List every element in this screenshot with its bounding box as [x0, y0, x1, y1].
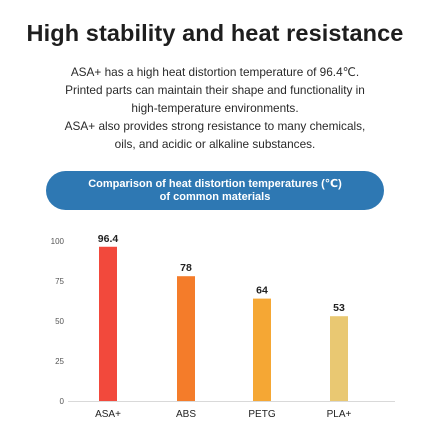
data-label: 53 — [333, 302, 345, 314]
data-label: 96.4 — [98, 233, 119, 245]
bar-chart: 0 25 50 75 100 96.4 ASA+ 78 ABS 64 PETG 53 PLA+ — [51, 233, 395, 420]
banner-line-1: Comparison of heat distortion temperatur… — [88, 178, 342, 190]
chart-title-banner: Comparison of heat distortion temperatur… — [46, 171, 384, 210]
y-tick-label: 0 — [60, 397, 65, 406]
description: ASA+ has a high heat distortion temperat… — [20, 63, 410, 153]
y-tick-label: 100 — [51, 237, 65, 246]
bar — [253, 298, 271, 401]
description-line: ASA+ has a high heat distortion temperat… — [70, 65, 360, 79]
x-tick-label: PETG — [248, 409, 275, 420]
x-tick-label: ABS — [176, 409, 196, 420]
y-tick-label: 25 — [55, 357, 64, 366]
description-line: high-temperature environments. — [131, 101, 299, 115]
page-title: High stability and heat resistance — [26, 20, 404, 46]
description-line: Printed parts can maintain their shape a… — [65, 83, 365, 97]
x-tick-label: ASA+ — [95, 409, 121, 420]
bar — [330, 316, 348, 401]
banner-line-2: of common materials — [159, 191, 271, 203]
y-tick-label: 50 — [55, 317, 64, 326]
data-label: 78 — [180, 262, 192, 274]
y-tick-label: 75 — [55, 277, 64, 286]
data-label: 64 — [256, 285, 268, 297]
x-tick-label: PLA+ — [327, 409, 352, 420]
description-line: oils, and acidic or alkaline substances. — [114, 137, 316, 151]
bar — [177, 276, 195, 401]
bar — [99, 246, 117, 401]
description-line: ASA+ also provides strong resistance to … — [64, 119, 366, 133]
